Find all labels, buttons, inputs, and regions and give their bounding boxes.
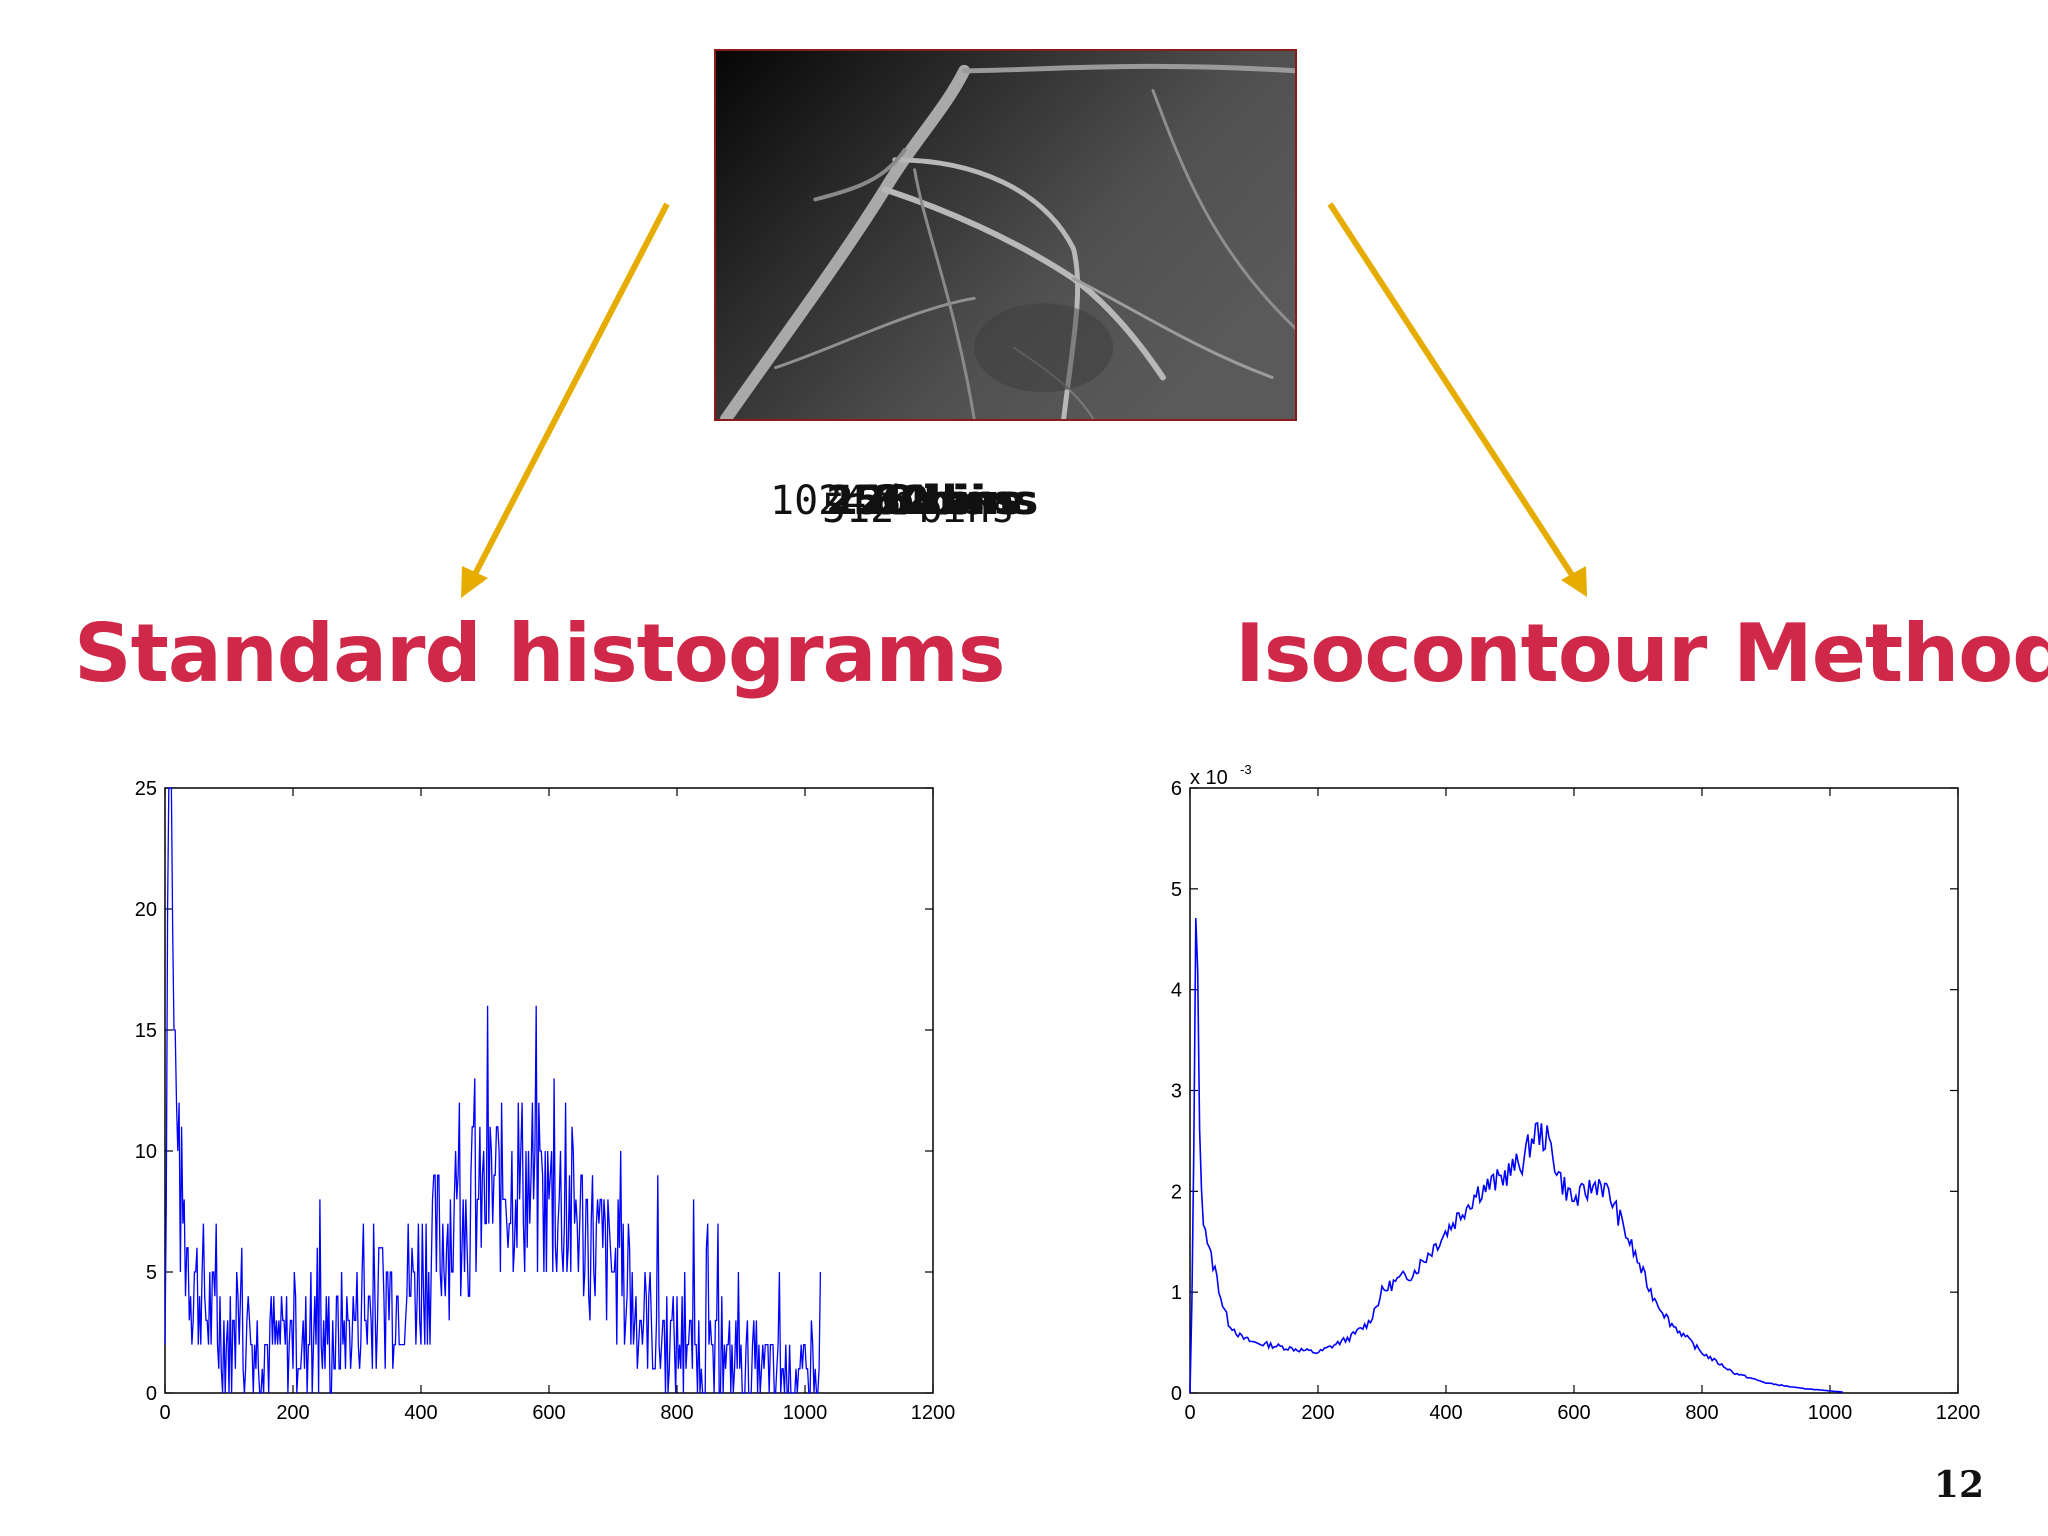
y-tick-label: 5	[146, 1262, 157, 1284]
bins-label-512: 512 bins	[822, 486, 1015, 532]
page-number: 12	[1933, 1464, 1984, 1506]
bins-label-64: 64 bins	[872, 478, 1037, 524]
standard-histograms-heading: Standard histograms	[74, 607, 1005, 700]
bins-label-1024: 1024 bins	[770, 478, 987, 524]
retinal-image	[714, 49, 1297, 421]
isocontour-method-heading: Isocontour Method	[1235, 607, 2048, 700]
x-tick-label: 1000	[1808, 1402, 1853, 1424]
y-tick-label: 20	[135, 899, 157, 921]
y-tick-label: 10	[135, 1141, 157, 1163]
plot-frame	[164, 787, 934, 1394]
y-tick-label: 5	[1171, 879, 1182, 901]
bins-label-32: 32 bins	[874, 478, 1039, 524]
x-tick-label: 600	[1557, 1402, 1590, 1424]
y-scale-label: x 10	[1190, 767, 1228, 789]
x-tick-label: 400	[1429, 1402, 1462, 1424]
y-tick-label: 15	[135, 1020, 157, 1042]
y-tick-label: 6	[1171, 778, 1182, 800]
x-tick-label: 1200	[911, 1402, 956, 1424]
x-tick-label: 600	[532, 1402, 565, 1424]
y-tick-label: 3	[1171, 1081, 1182, 1103]
right-arrow-head	[1561, 566, 1587, 597]
x-tick-label: 0	[159, 1402, 170, 1424]
x-tick-label: 1000	[783, 1402, 828, 1424]
series-line	[1189, 918, 1843, 1394]
x-tick-label: 200	[276, 1402, 309, 1424]
bins-label-128: 128 bins	[830, 478, 1023, 524]
y-tick-label: 25	[135, 778, 157, 800]
y-tick-label: 0	[146, 1383, 157, 1405]
bins-label-256: 256 bins	[826, 478, 1019, 524]
y-tick-label: 2	[1171, 1181, 1182, 1203]
left-arrow-head	[461, 566, 488, 598]
left-arrow	[470, 202, 670, 580]
isocontour-histogram-chart: 0 200 400 600 800 1000 1200 0 1 2 3 4 5 6 x 10 -3	[1135, 765, 2015, 1435]
right-arrow	[1327, 202, 1577, 580]
plot-frame	[1189, 787, 1959, 1394]
y-tick-label: 1	[1171, 1282, 1182, 1304]
y-tick-label: 4	[1171, 980, 1182, 1002]
series-line	[164, 787, 822, 1394]
x-tick-label: 800	[1685, 1402, 1718, 1424]
x-tick-label: 1200	[1936, 1402, 1981, 1424]
y-tick-label: 0	[1171, 1383, 1182, 1405]
x-tick-label: 800	[660, 1402, 693, 1424]
standard-histogram-chart: 0 200 400 600 800 1000 1200 0 5 10 15 20 25	[110, 765, 990, 1435]
x-tick-label: 400	[404, 1402, 437, 1424]
x-tick-label: 200	[1301, 1402, 1334, 1424]
y-scale-exponent: -3	[1240, 765, 1252, 777]
x-tick-label: 0	[1184, 1402, 1195, 1424]
